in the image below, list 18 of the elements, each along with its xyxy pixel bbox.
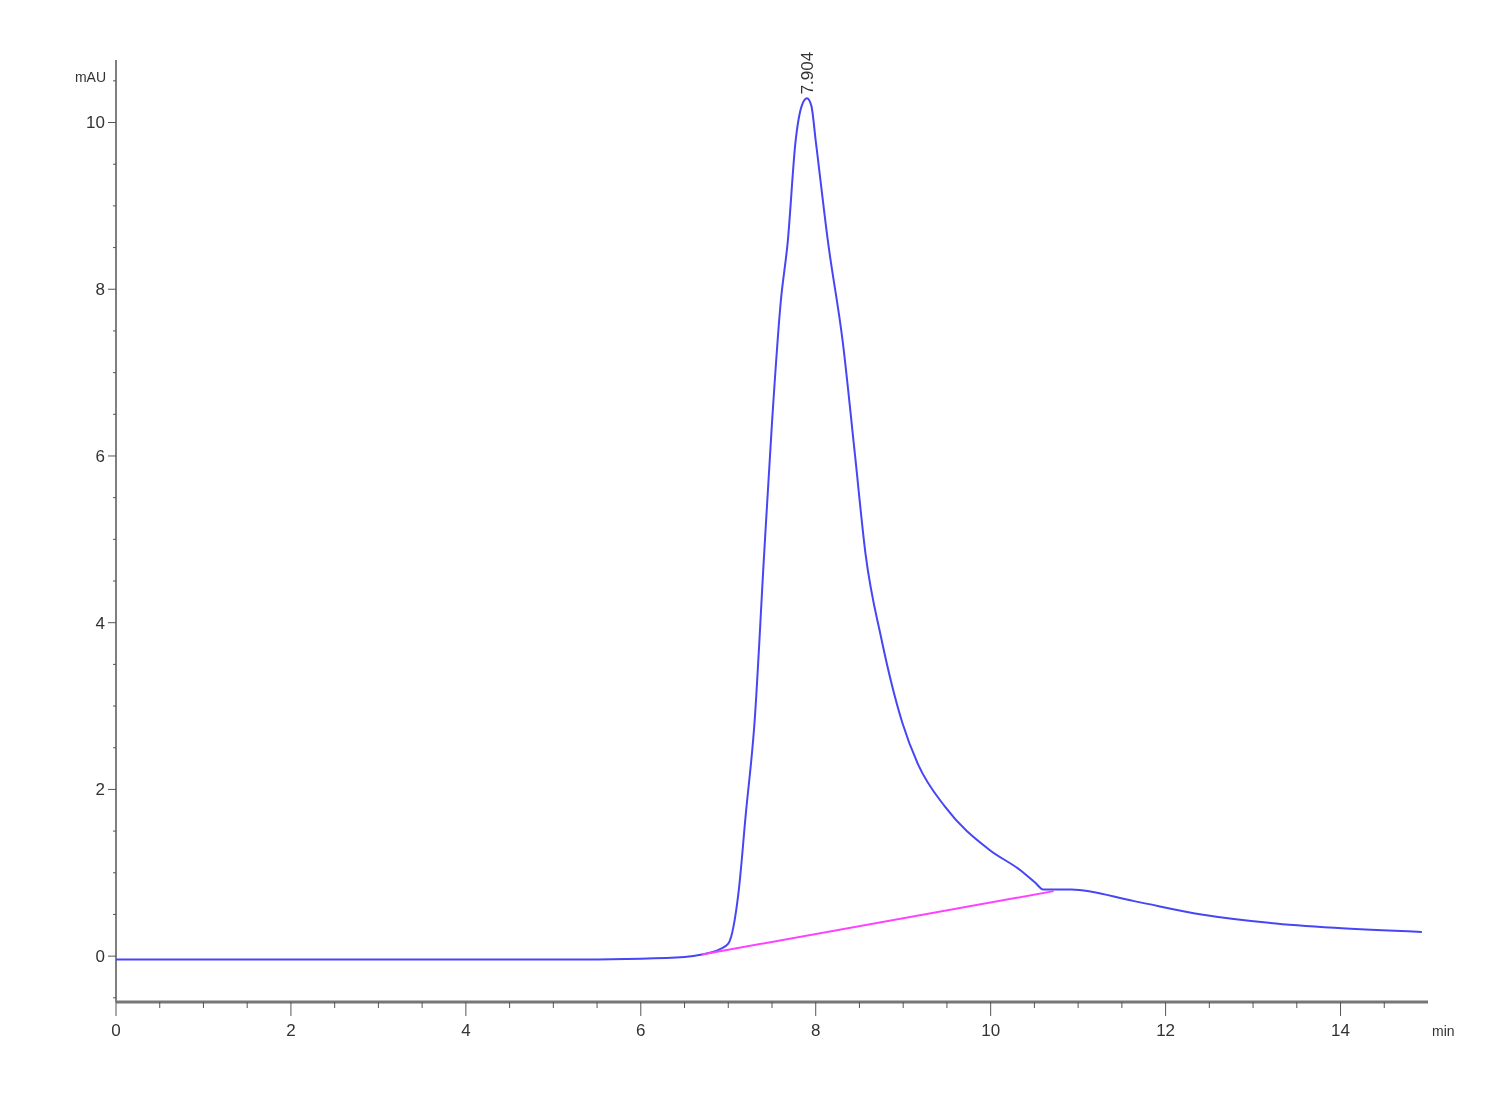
y-tick-label: 4 bbox=[95, 613, 105, 633]
y-tick-label: 6 bbox=[95, 446, 105, 466]
x-tick-label: 14 bbox=[1331, 1021, 1350, 1040]
x-tick-label: 10 bbox=[981, 1021, 1001, 1040]
line-series bbox=[115, 97, 1423, 961]
x-tick-label: 12 bbox=[1156, 1021, 1176, 1040]
y-tick-label: 2 bbox=[95, 780, 105, 800]
y-axis-title: mAU bbox=[74, 69, 106, 85]
x-tick-label: 6 bbox=[636, 1021, 646, 1040]
x-tick-label: 8 bbox=[811, 1021, 821, 1040]
x-axis-title: min bbox=[1432, 1023, 1455, 1039]
x-tick-label: 0 bbox=[111, 1021, 121, 1040]
y-tick-label: 8 bbox=[95, 280, 105, 300]
y-tick-label: 0 bbox=[95, 947, 105, 967]
y-tick-label: 10 bbox=[86, 113, 105, 133]
x-tick-label: 4 bbox=[461, 1021, 471, 1040]
annotation: 7.904 bbox=[798, 51, 818, 95]
x-tick-label: 2 bbox=[286, 1021, 296, 1040]
